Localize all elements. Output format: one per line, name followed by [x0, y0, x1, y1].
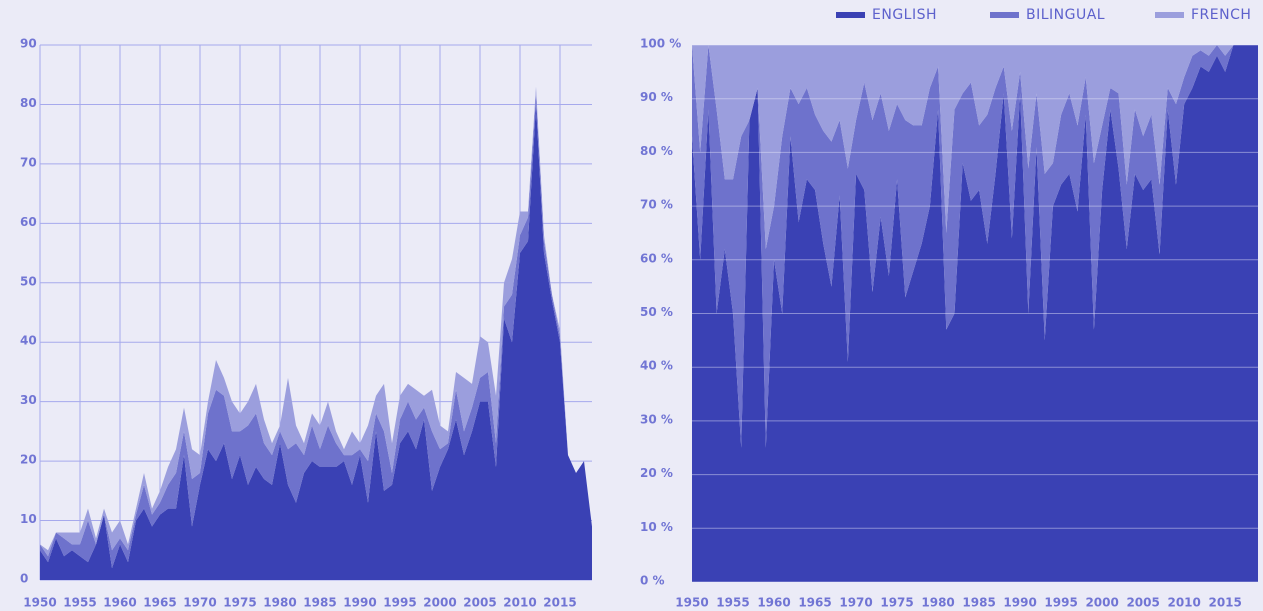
x-tick-label: 2005 [463, 596, 496, 610]
y-tick-label: 90 % [640, 90, 673, 104]
y-tick-label: 30 [20, 393, 37, 407]
area [40, 86, 592, 557]
legend-swatch [1155, 12, 1184, 18]
y-tick-label: 0 % [640, 574, 665, 588]
y-tick-label: 80 % [640, 144, 673, 158]
legend-swatch [836, 12, 865, 18]
y-tick-label: 80 [20, 96, 37, 110]
x-tick-label: 2015 [1208, 596, 1241, 610]
y-tick-label: 20 % [640, 466, 673, 480]
x-tick-label: 1990 [1003, 596, 1036, 610]
x-tick-label: 2000 [1085, 596, 1118, 610]
x-tick-label: 1975 [880, 596, 913, 610]
y-tick-label: 10 % [640, 520, 673, 534]
x-tick-label: 1955 [716, 596, 749, 610]
x-tick-label: 2005 [1126, 596, 1159, 610]
x-tick-label: 2010 [503, 596, 536, 610]
y-tick-label: 50 % [640, 305, 673, 319]
y-tick-label: 60 % [640, 251, 673, 265]
x-tick-label: 1975 [223, 596, 256, 610]
y-tick-label: 10 [20, 512, 37, 526]
x-tick-label: 2000 [423, 596, 456, 610]
y-tick-label: 100 % [640, 37, 681, 51]
x-tick-label: 1990 [343, 596, 376, 610]
x-tick-label: 1980 [263, 596, 296, 610]
x-tick-label: 1950 [675, 596, 708, 610]
x-tick-label: 1965 [798, 596, 831, 610]
x-tick-label: 1960 [103, 596, 136, 610]
area [40, 104, 592, 580]
area [692, 45, 1258, 448]
x-tick-label: 1985 [962, 596, 995, 610]
x-tick-label: 1970 [839, 596, 872, 610]
y-tick-label: 20 [20, 453, 37, 467]
legend-swatch [990, 12, 1019, 18]
y-tick-label: 60 [20, 215, 37, 229]
y-tick-label: 0 [20, 572, 28, 586]
x-tick-label: 2015 [543, 596, 576, 610]
y-tick-label: 70 % [640, 198, 673, 212]
y-tick-label: 50 [20, 274, 37, 288]
y-tick-label: 40 % [640, 359, 673, 373]
legend-label: BILINGUAL [1026, 7, 1105, 23]
y-tick-label: 30 % [640, 412, 673, 426]
x-tick-label: 2010 [1167, 596, 1200, 610]
area [692, 45, 1258, 582]
x-tick-label: 1995 [1044, 596, 1077, 610]
y-tick-label: 40 [20, 334, 37, 348]
x-tick-label: 1955 [63, 596, 96, 610]
legend-label: ENGLISH [872, 7, 937, 23]
x-tick-label: 1960 [757, 596, 790, 610]
y-tick-label: 90 [20, 37, 37, 51]
x-tick-label: 1985 [303, 596, 336, 610]
x-tick-label: 1970 [183, 596, 216, 610]
y-tick-label: 70 [20, 155, 37, 169]
x-tick-label: 1965 [143, 596, 176, 610]
area [692, 45, 1258, 250]
x-tick-label: 1995 [383, 596, 416, 610]
x-tick-label: 1980 [921, 596, 954, 610]
x-tick-label: 1950 [23, 596, 56, 610]
legend-label: FRENCH [1191, 7, 1251, 23]
